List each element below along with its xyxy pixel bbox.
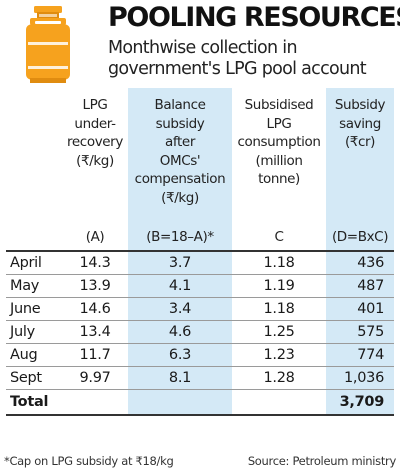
- footnote: *Cap on LPG subsidy at ₹18/kg: [4, 454, 174, 468]
- column-header-consumption: Subsidised LPG consumption (million tonn…: [232, 88, 326, 251]
- column-header-balance-subsidy: Balance subsidy after OMCs' compensation…: [128, 88, 232, 251]
- table-row: July 13.4 4.6 1.25 575: [6, 320, 394, 344]
- footer: *Cap on LPG subsidy at ₹18/kg Source: Pe…: [4, 454, 396, 468]
- page-title: POOLING RESOURCES: [108, 2, 400, 33]
- lpg-cylinder-icon: [4, 4, 92, 84]
- under-recovery-cell: 11.7: [62, 343, 128, 367]
- subsidy-saving-cell: 436: [326, 250, 394, 275]
- under-recovery-cell: 14.6: [62, 297, 128, 321]
- column-label: Balance subsidy after OMCs' compensation…: [134, 97, 226, 206]
- subsidy-saving-cell: 575: [326, 320, 394, 344]
- consumption-cell: 1.25: [232, 320, 326, 344]
- consumption-cell: 1.18: [232, 297, 326, 321]
- table-row: June 14.6 3.4 1.18 401: [6, 297, 394, 321]
- subsidy-saving-cell: 774: [326, 343, 394, 367]
- under-recovery-cell: 13.9: [62, 274, 128, 298]
- column-tag: (B=18–A)*: [146, 229, 214, 245]
- month-cell: June: [6, 297, 62, 321]
- subsidy-saving-cell: 487: [326, 274, 394, 298]
- column-label: Subsidy saving (₹cr): [334, 97, 386, 150]
- column-header-month: [6, 88, 62, 251]
- column-tag: (D=BxC): [331, 229, 389, 245]
- table-cell: [62, 389, 128, 416]
- lpg-pool-table: LPG under- recovery (₹/kg) (A) Balance s…: [6, 88, 394, 416]
- table-body: April 14.3 3.7 1.18 436 May 13.9 4.1 1.19 487 June…: [6, 250, 394, 390]
- source-note: Source: Petroleum ministry: [247, 454, 396, 468]
- table-cell: [232, 389, 326, 416]
- consumption-cell: 1.23: [232, 343, 326, 367]
- table-row: May 13.9 4.1 1.19 487: [6, 274, 394, 298]
- balance-subsidy-cell: 4.1: [128, 274, 232, 298]
- consumption-cell: 1.18: [232, 250, 326, 275]
- balance-subsidy-cell: 4.6: [128, 320, 232, 344]
- consumption-cell: 1.28: [232, 366, 326, 390]
- month-cell: May: [6, 274, 62, 298]
- under-recovery-cell: 14.3: [62, 250, 128, 275]
- month-cell: July: [6, 320, 62, 344]
- data-table: LPG under- recovery (₹/kg) (A) Balance s…: [6, 88, 394, 416]
- subsidy-saving-cell: 401: [326, 297, 394, 321]
- column-label: Subsidised LPG consumption (million tonn…: [237, 97, 321, 187]
- total-value: 3,709: [326, 389, 394, 416]
- month-cell: Aug: [6, 343, 62, 367]
- page-subtitle: Monthwise collection in government's LPG…: [108, 38, 367, 79]
- total-label: Total: [6, 389, 62, 416]
- column-header-under-recovery: LPG under- recovery (₹/kg) (A): [62, 88, 128, 251]
- balance-subsidy-cell: 6.3: [128, 343, 232, 367]
- column-tag: C: [274, 229, 284, 245]
- table-row: Aug 11.7 6.3 1.23 774: [6, 343, 394, 367]
- table-row: April 14.3 3.7 1.18 436: [6, 250, 394, 275]
- table-row: Sept 9.97 8.1 1.28 1,036: [6, 366, 394, 390]
- balance-subsidy-cell: 3.4: [128, 297, 232, 321]
- subsidy-saving-cell: 1,036: [326, 366, 394, 390]
- column-tag: (A): [85, 229, 105, 245]
- total-row: Total 3,709: [6, 389, 394, 416]
- balance-subsidy-cell: 8.1: [128, 366, 232, 390]
- month-cell: April: [6, 250, 62, 275]
- under-recovery-cell: 9.97: [62, 366, 128, 390]
- under-recovery-cell: 13.4: [62, 320, 128, 344]
- column-header-subsidy-saving: Subsidy saving (₹cr) (D=BxC): [326, 88, 394, 251]
- column-label: LPG under- recovery (₹/kg): [67, 97, 123, 169]
- month-cell: Sept: [6, 366, 62, 390]
- header: POOLING RESOURCES Monthwise collection i…: [0, 0, 400, 88]
- table-cell: [128, 389, 232, 416]
- table-header-row: LPG under- recovery (₹/kg) (A) Balance s…: [6, 88, 394, 251]
- balance-subsidy-cell: 3.7: [128, 250, 232, 275]
- consumption-cell: 1.19: [232, 274, 326, 298]
